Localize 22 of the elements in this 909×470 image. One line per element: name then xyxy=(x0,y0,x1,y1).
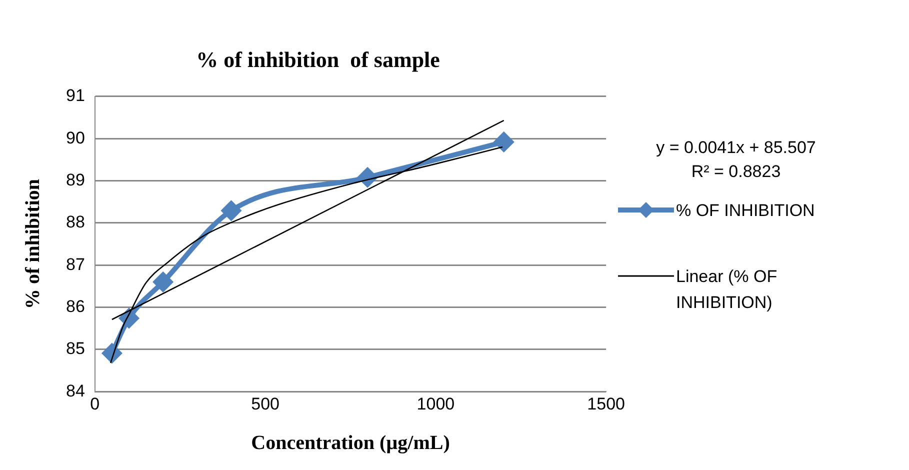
y-tick-label: 90 xyxy=(66,128,85,148)
x-axis-title: Concentration (µg/mL) xyxy=(251,432,450,454)
point xyxy=(222,201,241,220)
y-tick-label: 87 xyxy=(66,254,85,274)
x-tick-label: 500 xyxy=(251,394,280,414)
text: y = 0.0041x + 85.507 xyxy=(655,137,817,159)
legend-label: Linear (% OF INHIBITION) xyxy=(676,266,778,314)
text: R² = 0.8823 xyxy=(690,161,782,183)
legend-label: % OF INHIBITION xyxy=(676,200,816,222)
point xyxy=(494,132,514,152)
y-tick-label: 84 xyxy=(66,381,85,400)
y-tick-label: 86 xyxy=(66,296,85,316)
y-tick-label: 91 xyxy=(66,86,85,106)
chart-title: % of inhibition of sample xyxy=(196,46,440,72)
point xyxy=(154,272,173,292)
y-tick-label: 88 xyxy=(66,212,85,232)
x-tick-label: 1000 xyxy=(416,394,455,414)
y-tick-label: 85 xyxy=(66,339,85,358)
x-tick-label: 0 xyxy=(90,394,100,414)
y-tick-label: 89 xyxy=(66,170,85,190)
x-tick-label: 1500 xyxy=(587,394,626,414)
y-axis-title: % of inhibition xyxy=(22,178,44,310)
